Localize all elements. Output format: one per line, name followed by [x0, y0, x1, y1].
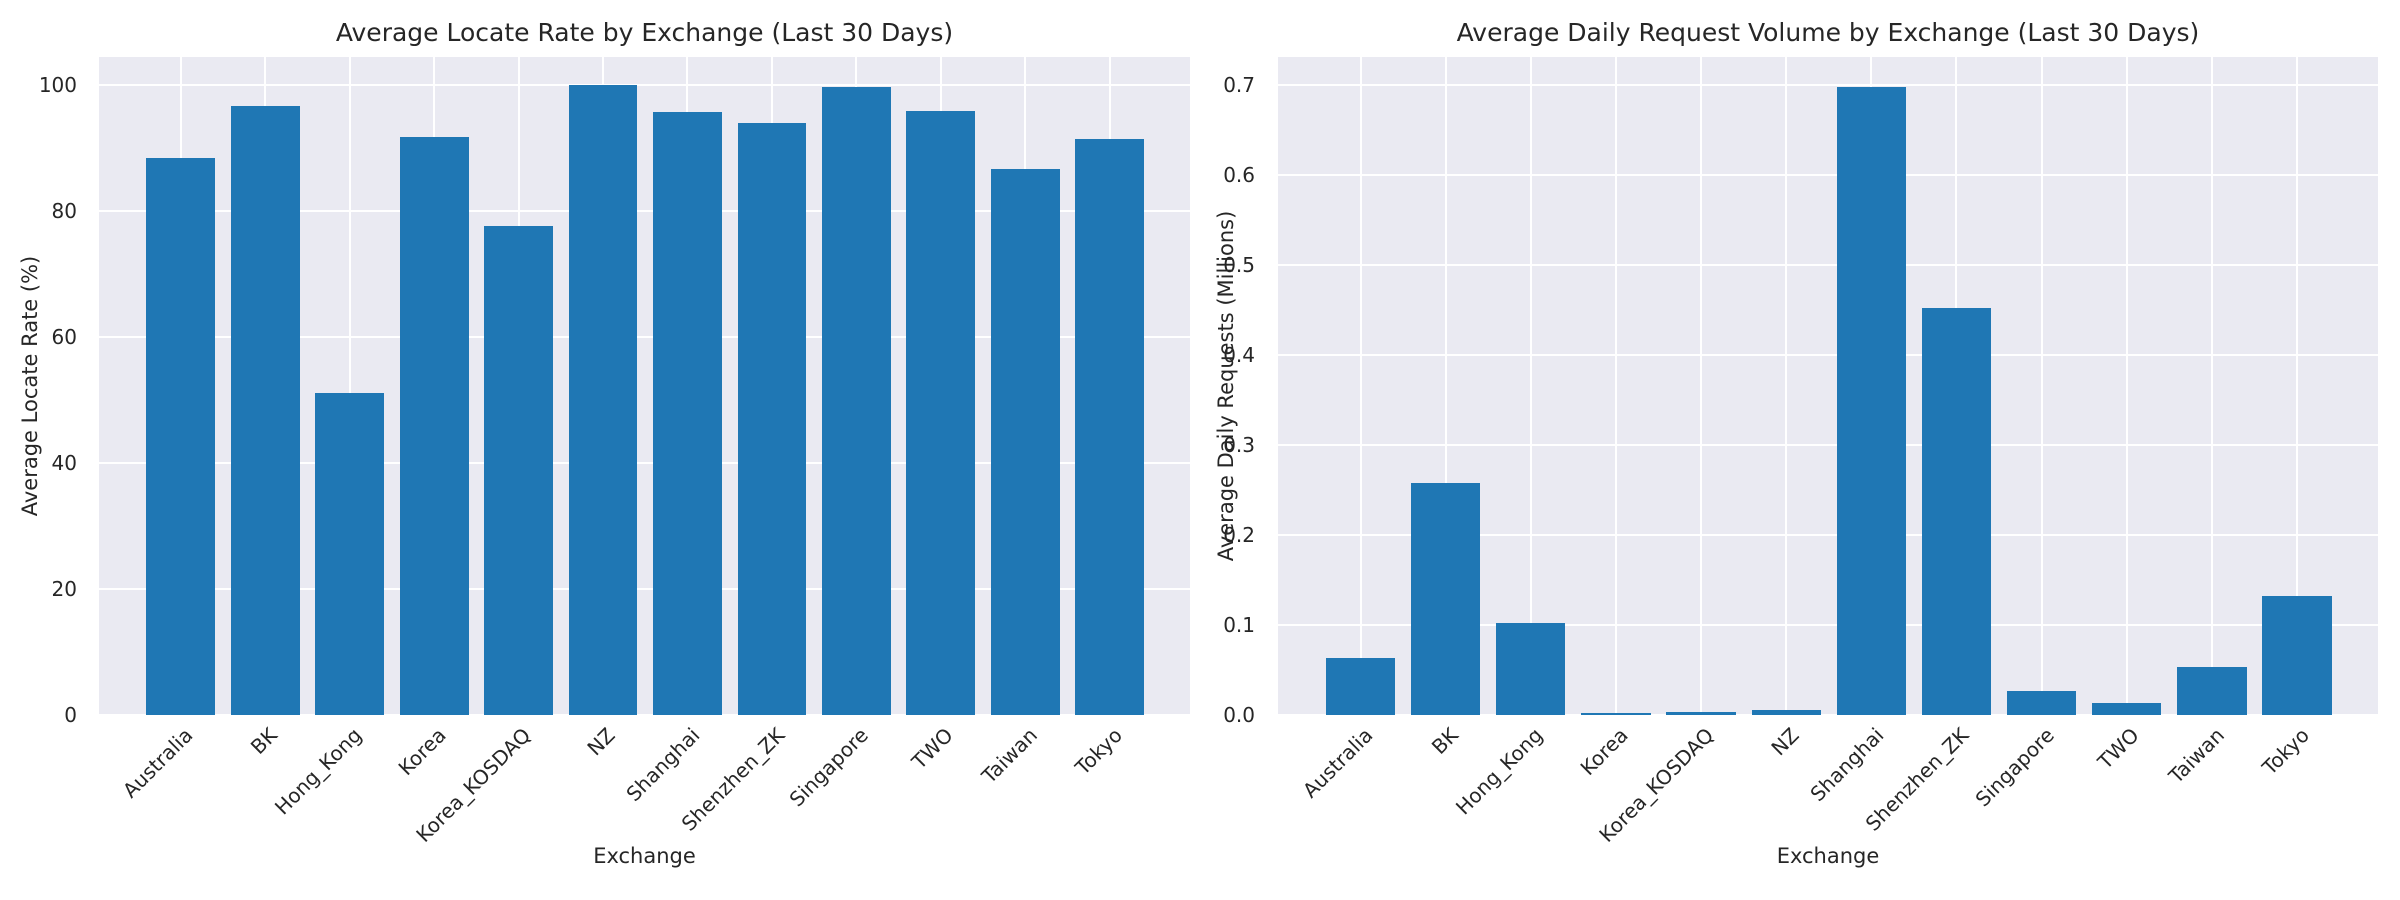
bar-two	[906, 110, 976, 715]
v-gridline	[2210, 57, 2213, 715]
y-tick-label: 80	[51, 198, 77, 223]
bar-shanghai	[1836, 86, 1906, 715]
x-tick-label: Shanghai	[1805, 723, 1889, 807]
y-tick-labels: 0.0 0.1 0.2 0.3 0.4 0.5 0.6 0.7	[1178, 57, 1266, 727]
x-tick-labels: Australia BK Hong_Kong Korea Korea_KOSDAQ NZ S…	[1278, 715, 2378, 847]
y-tick-label: 0.6	[1223, 162, 1255, 187]
y-tick-label: 0.4	[1223, 342, 1255, 367]
y-tick-label: 0	[64, 703, 77, 727]
x-tick-label: Taiwan	[2163, 723, 2229, 789]
v-gridline	[1700, 57, 1703, 715]
bar-australia	[146, 157, 216, 715]
y-tick-label: 60	[51, 324, 77, 349]
bar-tokyo	[2262, 596, 2332, 715]
v-gridline	[2040, 57, 2043, 715]
y-tick-label: 0.5	[1223, 252, 1255, 277]
x-tick-label: NZ	[1765, 723, 1804, 761]
bar-korea_kosdaq	[1666, 712, 1736, 715]
h-gridline	[99, 587, 1190, 590]
x-tick-label: Tokyo	[2257, 723, 2315, 780]
y-tick-label: 0.2	[1223, 522, 1255, 547]
h-gridline	[1278, 443, 2378, 446]
h-gridline	[1278, 263, 2378, 266]
h-gridline	[99, 461, 1190, 464]
chart-title: Average Daily Request Volume by Exchange…	[1456, 18, 2200, 47]
bar-nz	[1751, 709, 1821, 715]
h-gridline	[99, 335, 1190, 338]
x-tick-label: Singapore	[1970, 723, 2059, 812]
bar-hong_kong	[315, 392, 385, 715]
h-gridline	[99, 83, 1190, 86]
y-tick-label: 100	[38, 72, 77, 97]
x-tick-label: Hong_Kong	[1451, 723, 1548, 820]
bar-nz	[568, 85, 638, 715]
v-gridline	[1785, 57, 1788, 715]
plot-area	[99, 57, 1190, 716]
y-tick-label: 0.3	[1223, 432, 1255, 457]
h-gridline	[1278, 353, 2378, 356]
bar-bk	[1410, 482, 1481, 715]
v-gridline	[1529, 57, 1532, 715]
y-tick-label: 0.7	[1223, 72, 1255, 97]
v-gridline	[1359, 57, 1362, 715]
bar-singapore	[822, 86, 891, 715]
y-tick-labels: 0 20 40 60 80 100	[0, 57, 88, 727]
v-gridline	[2296, 57, 2299, 715]
x-tick-label: Australia	[1297, 723, 1378, 803]
bar-shenzhen_zk	[737, 122, 807, 715]
bar-two	[2092, 703, 2162, 715]
bar-hong_kong	[1496, 623, 1566, 715]
y-tick-label: 20	[51, 576, 77, 601]
v-gridline	[2125, 57, 2128, 715]
bar-australia	[1325, 658, 1396, 715]
bar-taiwan	[2177, 667, 2247, 715]
h-gridline	[99, 714, 1190, 716]
y-tick-label: 0.0	[1223, 703, 1255, 727]
bar-bk	[230, 105, 300, 715]
chart-title: Average Locate Rate by Exchange (Last 30…	[335, 18, 954, 47]
h-gridline	[1278, 83, 2378, 86]
v-gridline	[348, 57, 351, 715]
bar-tokyo	[1075, 138, 1145, 715]
h-gridline	[1278, 714, 2378, 716]
x-tick-label: BK	[1426, 723, 1463, 759]
x-axis-label: Exchange	[593, 844, 696, 868]
v-gridline	[1614, 57, 1617, 715]
bar-taiwan	[990, 169, 1060, 715]
x-tick-label: TWO	[2093, 723, 2144, 774]
y-tick-label: 40	[51, 450, 77, 475]
h-gridline	[99, 209, 1190, 212]
bar-shenzhen_zk	[1921, 308, 1992, 715]
bar-shanghai	[653, 111, 722, 715]
h-gridline	[1278, 173, 2378, 176]
h-gridline	[1278, 624, 2378, 626]
bar-korea_kosdaq	[484, 225, 553, 715]
v-gridline	[1444, 57, 1447, 715]
plot-area	[1278, 57, 2378, 716]
y-tick-label: 0.1	[1223, 612, 1255, 637]
h-gridline	[1278, 533, 2378, 536]
x-tick-label: Korea	[1575, 723, 1633, 781]
bar-korea	[399, 137, 469, 715]
bar-singapore	[2006, 690, 2077, 715]
x-axis-label: Exchange	[1776, 844, 1880, 868]
bar-korea	[1581, 713, 1651, 715]
